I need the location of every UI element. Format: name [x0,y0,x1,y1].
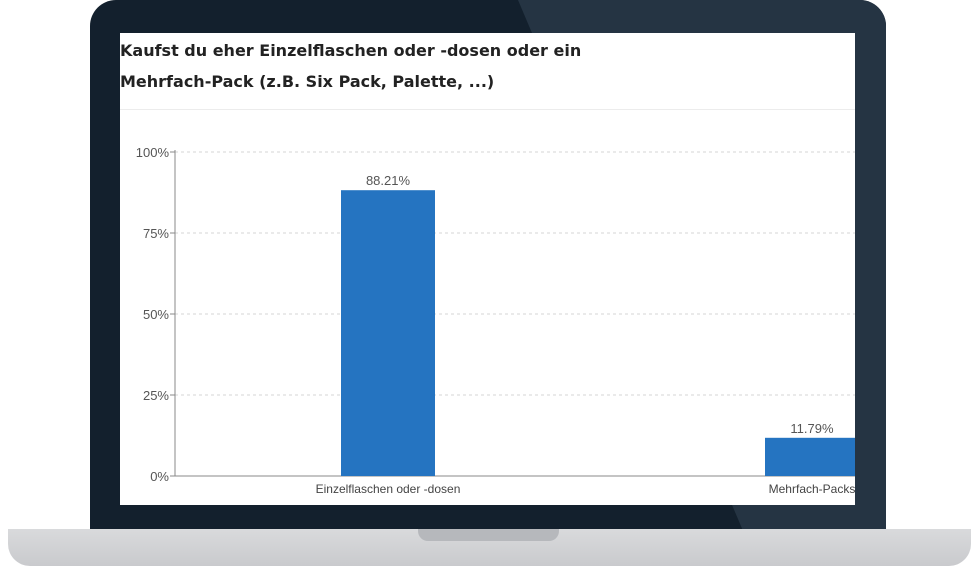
x-category-label: Mehrfach-Packs [769,482,855,496]
chart-title-line-2: Mehrfach-Pack (z.B. Six Pack, Palette, .… [120,72,495,91]
title-divider [120,109,855,110]
y-tick-label: 25% [143,388,169,403]
laptop-base-notch [418,529,559,541]
y-tick-label: 50% [143,307,169,322]
x-category-label: Einzelflaschen oder -dosen [316,482,461,496]
chart-title: Kaufst du eher Einzelflaschen oder -dose… [120,35,855,97]
y-tick-label: 75% [143,226,169,241]
y-tick-label: 0% [150,469,169,484]
bar [341,190,435,477]
chart-title-line-1: Kaufst du eher Einzelflaschen oder -dose… [120,41,582,60]
data-label: 11.79% [790,421,834,436]
bar-chart: 0% 25% 50% 75% 100% 88.21% Einzelflaschen oder… [136,145,855,496]
bar [765,437,855,476]
data-label: 88.21% [366,173,411,188]
y-tick-label: 100% [136,145,170,160]
chart-screen: Kaufst du eher Einzelflaschen oder -dose… [120,33,855,505]
